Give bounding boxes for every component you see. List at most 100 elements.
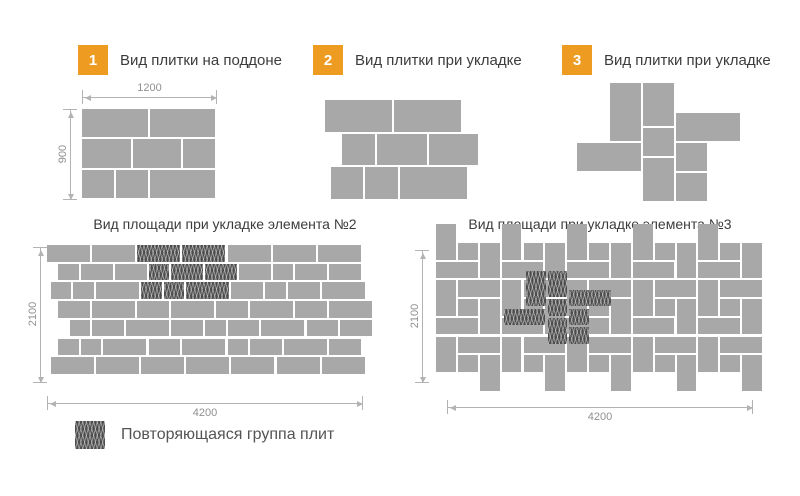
tile xyxy=(610,83,641,141)
dimension-extension-tick xyxy=(415,250,429,251)
hatched-tile xyxy=(141,282,162,300)
tile xyxy=(654,280,697,298)
dimension-extension-tick xyxy=(216,90,217,104)
tile xyxy=(632,224,653,260)
tile xyxy=(436,224,456,260)
tile xyxy=(250,301,294,318)
tile xyxy=(92,319,124,337)
dimension-line xyxy=(447,407,753,408)
tile xyxy=(632,280,653,316)
tile xyxy=(325,100,392,132)
tile xyxy=(80,263,113,281)
tile xyxy=(82,109,148,138)
tile xyxy=(376,133,427,165)
dimension-label: 1200 xyxy=(137,82,162,94)
tile xyxy=(720,280,762,298)
tile xyxy=(567,261,609,279)
tile xyxy=(69,319,91,337)
tile xyxy=(523,355,544,372)
tile xyxy=(50,357,94,374)
tile xyxy=(227,319,260,337)
step-2: 2 Вид плитки при укладке xyxy=(313,45,522,75)
step-1-label: Вид плитки на поддоне xyxy=(120,51,282,69)
tile xyxy=(148,338,181,356)
tile xyxy=(676,113,740,141)
tile xyxy=(342,133,375,165)
step-3-number-badge: 3 xyxy=(562,45,592,75)
tile xyxy=(654,243,675,260)
tile xyxy=(186,357,230,374)
dimension-label: 900 xyxy=(57,144,69,163)
tile xyxy=(632,317,675,335)
tile xyxy=(632,336,653,372)
tile xyxy=(577,143,641,171)
tile xyxy=(276,357,320,374)
tile xyxy=(227,338,249,356)
dimension-extension-tick xyxy=(447,400,448,414)
tile xyxy=(545,243,566,279)
hatched-tile xyxy=(205,263,237,281)
tile xyxy=(742,243,762,279)
dimension-extension-tick xyxy=(362,396,363,410)
tile xyxy=(643,128,674,156)
tile xyxy=(295,301,328,318)
tile xyxy=(47,245,91,262)
dimension-arrow-icon xyxy=(47,400,56,407)
tile xyxy=(742,299,762,335)
tile xyxy=(720,336,762,354)
tile xyxy=(428,133,479,165)
tile xyxy=(698,280,719,316)
tile xyxy=(698,317,741,335)
tile xyxy=(329,263,362,281)
dimension-label: 4200 xyxy=(587,411,613,423)
tile xyxy=(114,263,147,281)
tile xyxy=(457,243,478,260)
tile xyxy=(436,261,478,279)
tile xyxy=(643,83,674,126)
right-field-title: Вид площади при укладке элемента №3 xyxy=(468,216,732,232)
tile xyxy=(317,245,361,262)
dimension-line xyxy=(40,247,41,383)
hatched-tile xyxy=(148,263,170,281)
dimension-arrow-icon xyxy=(37,377,44,386)
tile xyxy=(265,282,286,300)
dimension-arrow-icon xyxy=(37,247,44,256)
dimension-arrow-icon xyxy=(419,250,426,259)
dimension-extension-tick xyxy=(63,109,77,110)
tile xyxy=(611,243,631,279)
tile xyxy=(284,338,328,356)
hatched-tile xyxy=(547,299,568,316)
tile xyxy=(567,336,588,372)
repeating-group-swatch-icon xyxy=(75,421,105,449)
dimension-arrow-icon xyxy=(67,109,74,118)
tile xyxy=(182,338,226,356)
dimension-line xyxy=(82,97,217,98)
tile xyxy=(457,280,500,298)
tile xyxy=(698,261,741,279)
tile xyxy=(103,338,147,356)
tile xyxy=(132,139,182,168)
tile xyxy=(654,299,675,316)
dimension-line xyxy=(70,109,71,200)
tile xyxy=(589,243,609,260)
tile xyxy=(238,263,271,281)
step-3: 3 Вид плитки при укладке xyxy=(562,45,771,75)
tile xyxy=(92,301,136,318)
dimension-extension-tick xyxy=(47,396,48,410)
tile xyxy=(261,319,305,337)
tile xyxy=(632,261,675,279)
tile xyxy=(321,357,365,374)
hatched-tile xyxy=(163,282,185,300)
tile xyxy=(501,336,522,372)
tile xyxy=(205,319,226,337)
tile xyxy=(698,336,719,372)
tile xyxy=(589,355,609,372)
tile xyxy=(95,357,139,374)
tile xyxy=(501,280,522,316)
tile xyxy=(272,245,316,262)
tile xyxy=(676,173,707,201)
tile xyxy=(149,109,215,138)
tile xyxy=(394,100,461,132)
tile xyxy=(654,355,675,372)
